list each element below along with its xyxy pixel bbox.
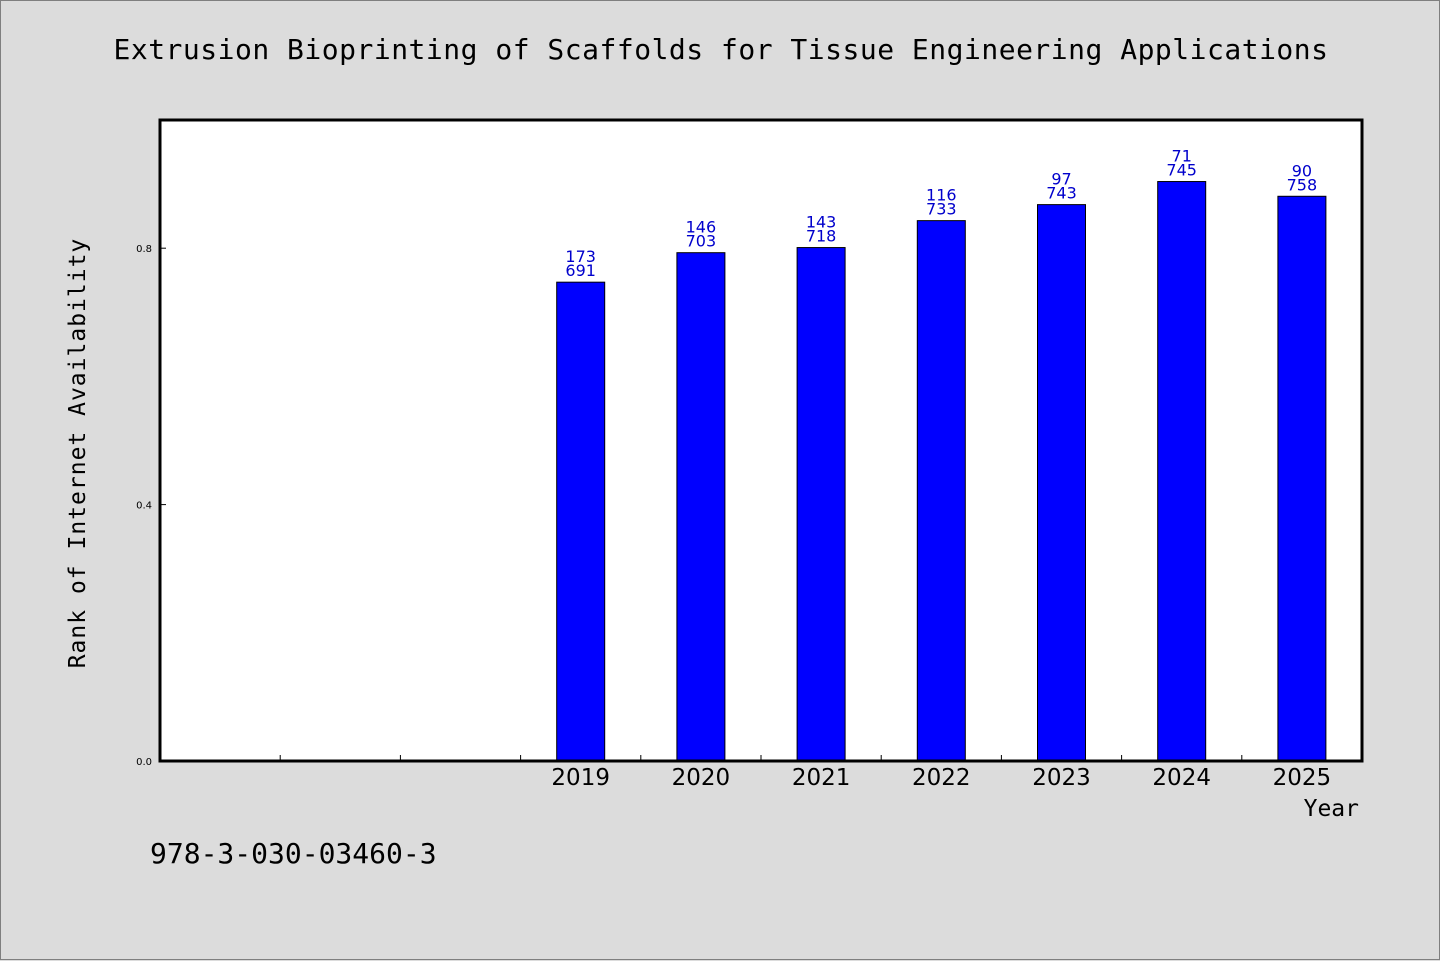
x-tick-label: 2023 [1032, 765, 1091, 791]
bar [556, 281, 606, 762]
x-tick-label: 2021 [792, 765, 851, 791]
x-tick-label: 2024 [1152, 765, 1211, 791]
bar-value-label: 733 [926, 200, 957, 219]
x-tick-label: 2020 [672, 765, 731, 791]
bar-value-label: 743 [1046, 184, 1077, 203]
bar [916, 220, 966, 762]
bar-value-label: 745 [1166, 161, 1197, 180]
bar [676, 252, 726, 762]
bar-rank-label: 146 [686, 218, 717, 237]
y-tick-label: 0.8 [136, 244, 152, 255]
bar [1037, 204, 1086, 762]
bar-rank-label: 116 [926, 186, 957, 205]
plot-border [158, 118, 1364, 763]
bar-value-label: 758 [1287, 175, 1318, 194]
bar-rank-label: 143 [806, 213, 837, 232]
x-tick-label: 2019 [551, 765, 610, 791]
bar [1157, 181, 1207, 762]
bar-value-label: 703 [686, 232, 717, 251]
isbn-caption: 978-3-030-03460-3 [150, 837, 437, 870]
y-tick-label: 0.0 [136, 757, 152, 768]
bar-rank-label: 90 [1292, 161, 1312, 180]
chart-title: Extrusion Bioprinting of Scaffolds for T… [113, 33, 1329, 66]
bar-value-label: 718 [806, 227, 837, 246]
x-tick-label: 2025 [1273, 765, 1332, 791]
x-tick-label: 2022 [912, 765, 971, 791]
y-tick-label: 0.4 [136, 501, 152, 512]
bar-rank-label: 173 [565, 247, 596, 266]
bar [796, 247, 846, 762]
bar-rank-label: 71 [1172, 147, 1192, 166]
bar [1277, 195, 1327, 762]
bar-value-label: 691 [565, 261, 596, 280]
x-axis-label: Year [1303, 796, 1359, 822]
bar-rank-label: 97 [1051, 170, 1071, 189]
